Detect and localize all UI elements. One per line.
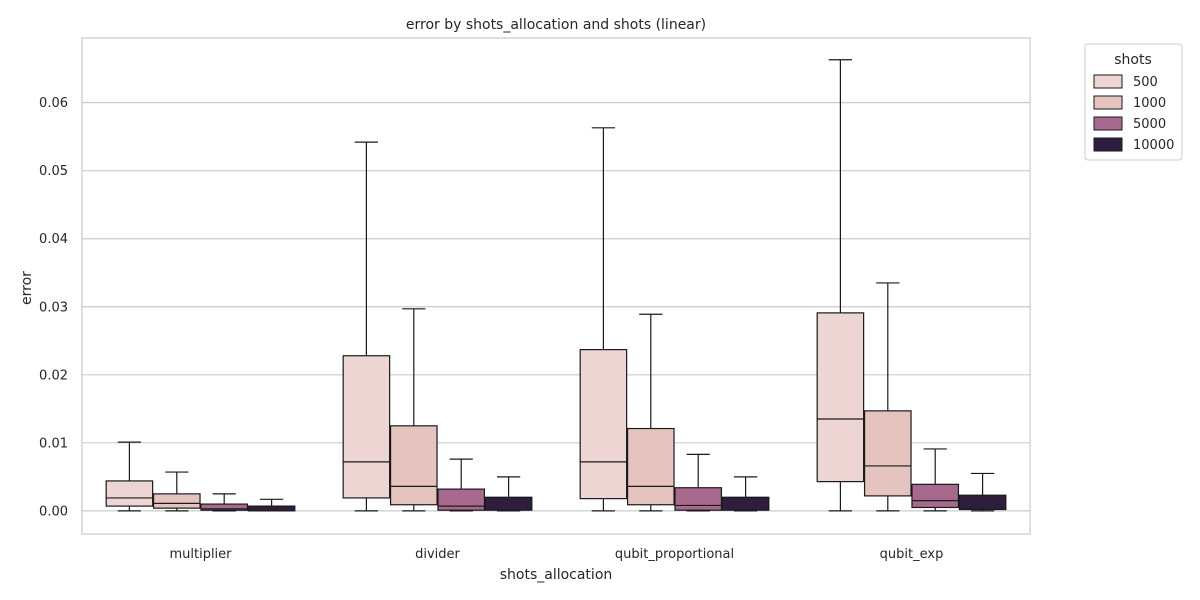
- box-1000-divider: [389, 308, 438, 512]
- box-5000-multiplier: [200, 493, 249, 512]
- y-tick-label: 0.01: [39, 436, 68, 451]
- box-500-multiplier: [105, 441, 154, 512]
- box-10000-divider: [484, 476, 533, 512]
- box-5000-qubit_exp: [911, 448, 960, 512]
- legend-title: shots: [1114, 52, 1152, 68]
- box-iqr: [105, 480, 154, 507]
- legend-frame: [1084, 43, 1183, 161]
- box-iqr: [247, 505, 296, 512]
- box-iqr: [911, 483, 960, 509]
- legend-swatch-1000: [1093, 95, 1123, 110]
- box-1000-multiplier: [152, 471, 201, 512]
- y-tick-label: 0.03: [39, 300, 68, 315]
- box-10000-qubit_exp: [958, 472, 1007, 512]
- x-axis-ticks: multiplier divider qubit_proportional qubit…: [169, 547, 943, 562]
- box-500-qubit_proportional: [579, 127, 628, 512]
- legend-swatch-5000: [1093, 116, 1123, 131]
- y-tick-label: 0.02: [39, 368, 68, 383]
- x-tick-label: multiplier: [169, 547, 232, 562]
- legend-label: 500: [1133, 75, 1158, 90]
- box-iqr: [958, 494, 1007, 511]
- legend-items: 500 1000 5000 10000: [1093, 74, 1174, 153]
- box-500-qubit_exp: [816, 59, 865, 512]
- legend-label: 5000: [1133, 117, 1166, 132]
- box-10000-multiplier: [247, 498, 296, 512]
- legend-swatch-500: [1093, 74, 1123, 89]
- x-tick-label: divider: [415, 547, 460, 562]
- box-iqr: [579, 349, 628, 500]
- box-iqr: [437, 488, 486, 511]
- box-iqr: [152, 493, 201, 509]
- y-tick-label: 0.05: [39, 164, 68, 179]
- x-tick-label: qubit_proportional: [615, 547, 734, 562]
- legend-swatch-10000: [1093, 137, 1123, 152]
- chart-title: error by shots_allocation and shots (lin…: [406, 17, 706, 33]
- legend-label: 10000: [1133, 138, 1174, 153]
- box-iqr: [721, 496, 770, 511]
- box-10000-qubit_proportional: [721, 476, 770, 512]
- box-iqr: [342, 355, 391, 499]
- y-tick-label: 0.00: [39, 504, 68, 519]
- box-iqr: [484, 496, 533, 511]
- box-iqr: [674, 487, 723, 511]
- box-1000-qubit_proportional: [626, 313, 675, 512]
- box-iqr: [626, 427, 675, 506]
- box-5000-divider: [437, 458, 486, 512]
- box-iqr: [863, 410, 912, 497]
- boxes: [105, 59, 1007, 512]
- x-axis-label: shots_allocation: [500, 567, 613, 583]
- y-axis-label: error: [19, 271, 35, 305]
- legend-label: 1000: [1133, 96, 1166, 111]
- y-tick-label: 0.04: [39, 232, 68, 247]
- box-iqr: [200, 503, 249, 511]
- box-500-divider: [342, 141, 391, 512]
- plot-area: [81, 37, 1031, 535]
- legend: shots 500 1000 5000 10000: [1084, 43, 1183, 161]
- box-1000-qubit_exp: [863, 282, 912, 512]
- y-axis-ticks: 0.00 0.01 0.02 0.03 0.04 0.05 0.06: [39, 96, 68, 519]
- x-tick-label: qubit_exp: [880, 547, 944, 562]
- box-iqr: [816, 312, 865, 483]
- box-iqr: [389, 425, 438, 506]
- box-5000-qubit_proportional: [674, 453, 723, 512]
- y-tick-label: 0.06: [39, 96, 68, 111]
- y-grid: [82, 102, 1030, 512]
